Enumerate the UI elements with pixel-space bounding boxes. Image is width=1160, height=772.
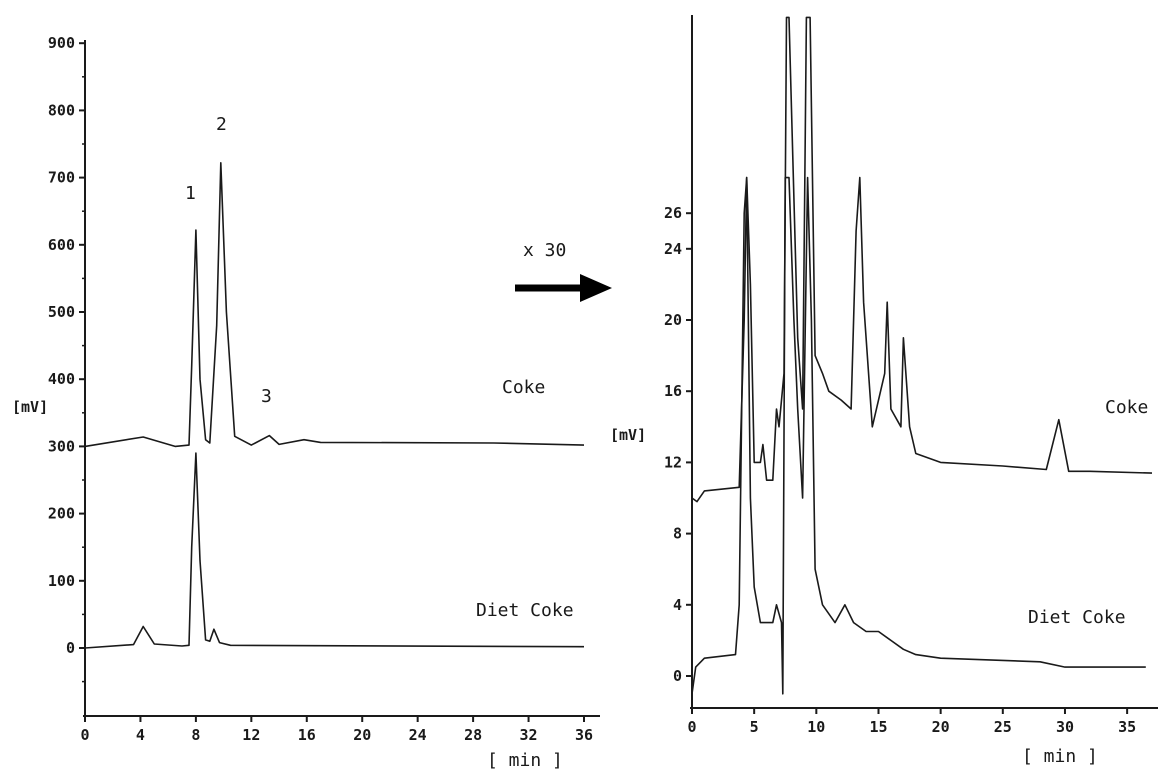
left-xtick-label: 16 — [298, 726, 316, 744]
peak-label-2: 2 — [216, 114, 227, 135]
right-ytick-label: 24 — [664, 240, 682, 258]
left-ytick-label: 600 — [48, 236, 75, 254]
right-xlabel: [ min ] — [1022, 746, 1098, 767]
left-ytick-label: 200 — [48, 505, 75, 523]
right-xtick-label: 5 — [750, 718, 759, 736]
right-xtick-label: 20 — [932, 718, 950, 736]
left-ytick-label: 800 — [48, 101, 75, 119]
left-xtick-label: 8 — [191, 726, 200, 744]
left-ytick-label: 700 — [48, 169, 75, 187]
left-ylabel: [mV] — [12, 398, 48, 416]
left-xtick-label: 4 — [136, 726, 145, 744]
peak-label-3: 3 — [261, 386, 272, 407]
right-ytick-label: 8 — [673, 525, 682, 543]
left-ytick-label: 400 — [48, 370, 75, 388]
left-y-ticks: 900 800 700 600 500 400 300 200 100 0 — [48, 34, 85, 683]
left-ytick-label: 0 — [66, 639, 75, 657]
right-ytick-label: 0 — [673, 667, 682, 685]
right-ytick-label: 12 — [664, 453, 682, 471]
left-xtick-label: 24 — [409, 726, 427, 744]
left-xtick-label: 28 — [464, 726, 482, 744]
left-traces — [84, 162, 585, 649]
left-xtick-label: 12 — [242, 726, 260, 744]
right-ytick-label: 26 — [664, 204, 682, 222]
right-series-label-coke: Coke — [1105, 397, 1148, 418]
right-series-label-diet-coke: Diet Coke — [1028, 607, 1126, 628]
peak-label-1: 1 — [185, 183, 196, 204]
right-xtick-label: 25 — [994, 718, 1012, 736]
right-trace-coke — [691, 16, 1153, 503]
left-ytick-label: 100 — [48, 572, 75, 590]
right-xtick-label: 15 — [869, 718, 887, 736]
left-series-label-diet-coke: Diet Coke — [476, 600, 574, 621]
right-ylabel: [mV] — [610, 426, 646, 444]
right-xtick-label: 30 — [1056, 718, 1074, 736]
left-x-ticks: 0 4 8 12 16 20 24 28 32 36 — [80, 716, 593, 744]
right-xtick-label: 0 — [687, 718, 696, 736]
right-trace-diet-coke — [691, 176, 1146, 695]
left-series-label-coke: Coke — [502, 377, 545, 398]
right-xtick-label: 35 — [1118, 718, 1136, 736]
zoom-label: x 30 — [523, 240, 566, 261]
left-ytick-label: 900 — [48, 34, 75, 52]
left-xtick-label: 36 — [575, 726, 593, 744]
left-trace-coke — [84, 162, 585, 448]
left-xtick-label: 32 — [520, 726, 538, 744]
right-x-ticks: 0 5 10 15 20 25 30 35 — [687, 708, 1136, 736]
right-ytick-label: 16 — [664, 382, 682, 400]
right-xtick-label: 10 — [807, 718, 825, 736]
right-chart: 0 4 8 12 16 20 24 26 0 5 10 15 20 25 30 35 [mV] [ min … — [610, 15, 1158, 767]
left-ytick-label: 300 — [48, 437, 75, 455]
right-ytick-label: 20 — [664, 311, 682, 329]
arrow-right-icon — [580, 274, 612, 302]
left-xtick-label: 0 — [80, 726, 89, 744]
left-xlabel: [ min ] — [487, 750, 563, 771]
left-xtick-label: 20 — [353, 726, 371, 744]
right-y-ticks: 0 4 8 12 16 20 24 26 — [664, 204, 692, 685]
right-traces — [691, 16, 1153, 695]
left-ytick-label: 500 — [48, 303, 75, 321]
left-trace-diet-coke — [84, 452, 585, 649]
right-ytick-label: 4 — [673, 596, 682, 614]
zoom-annotation: x 30 — [515, 240, 612, 302]
